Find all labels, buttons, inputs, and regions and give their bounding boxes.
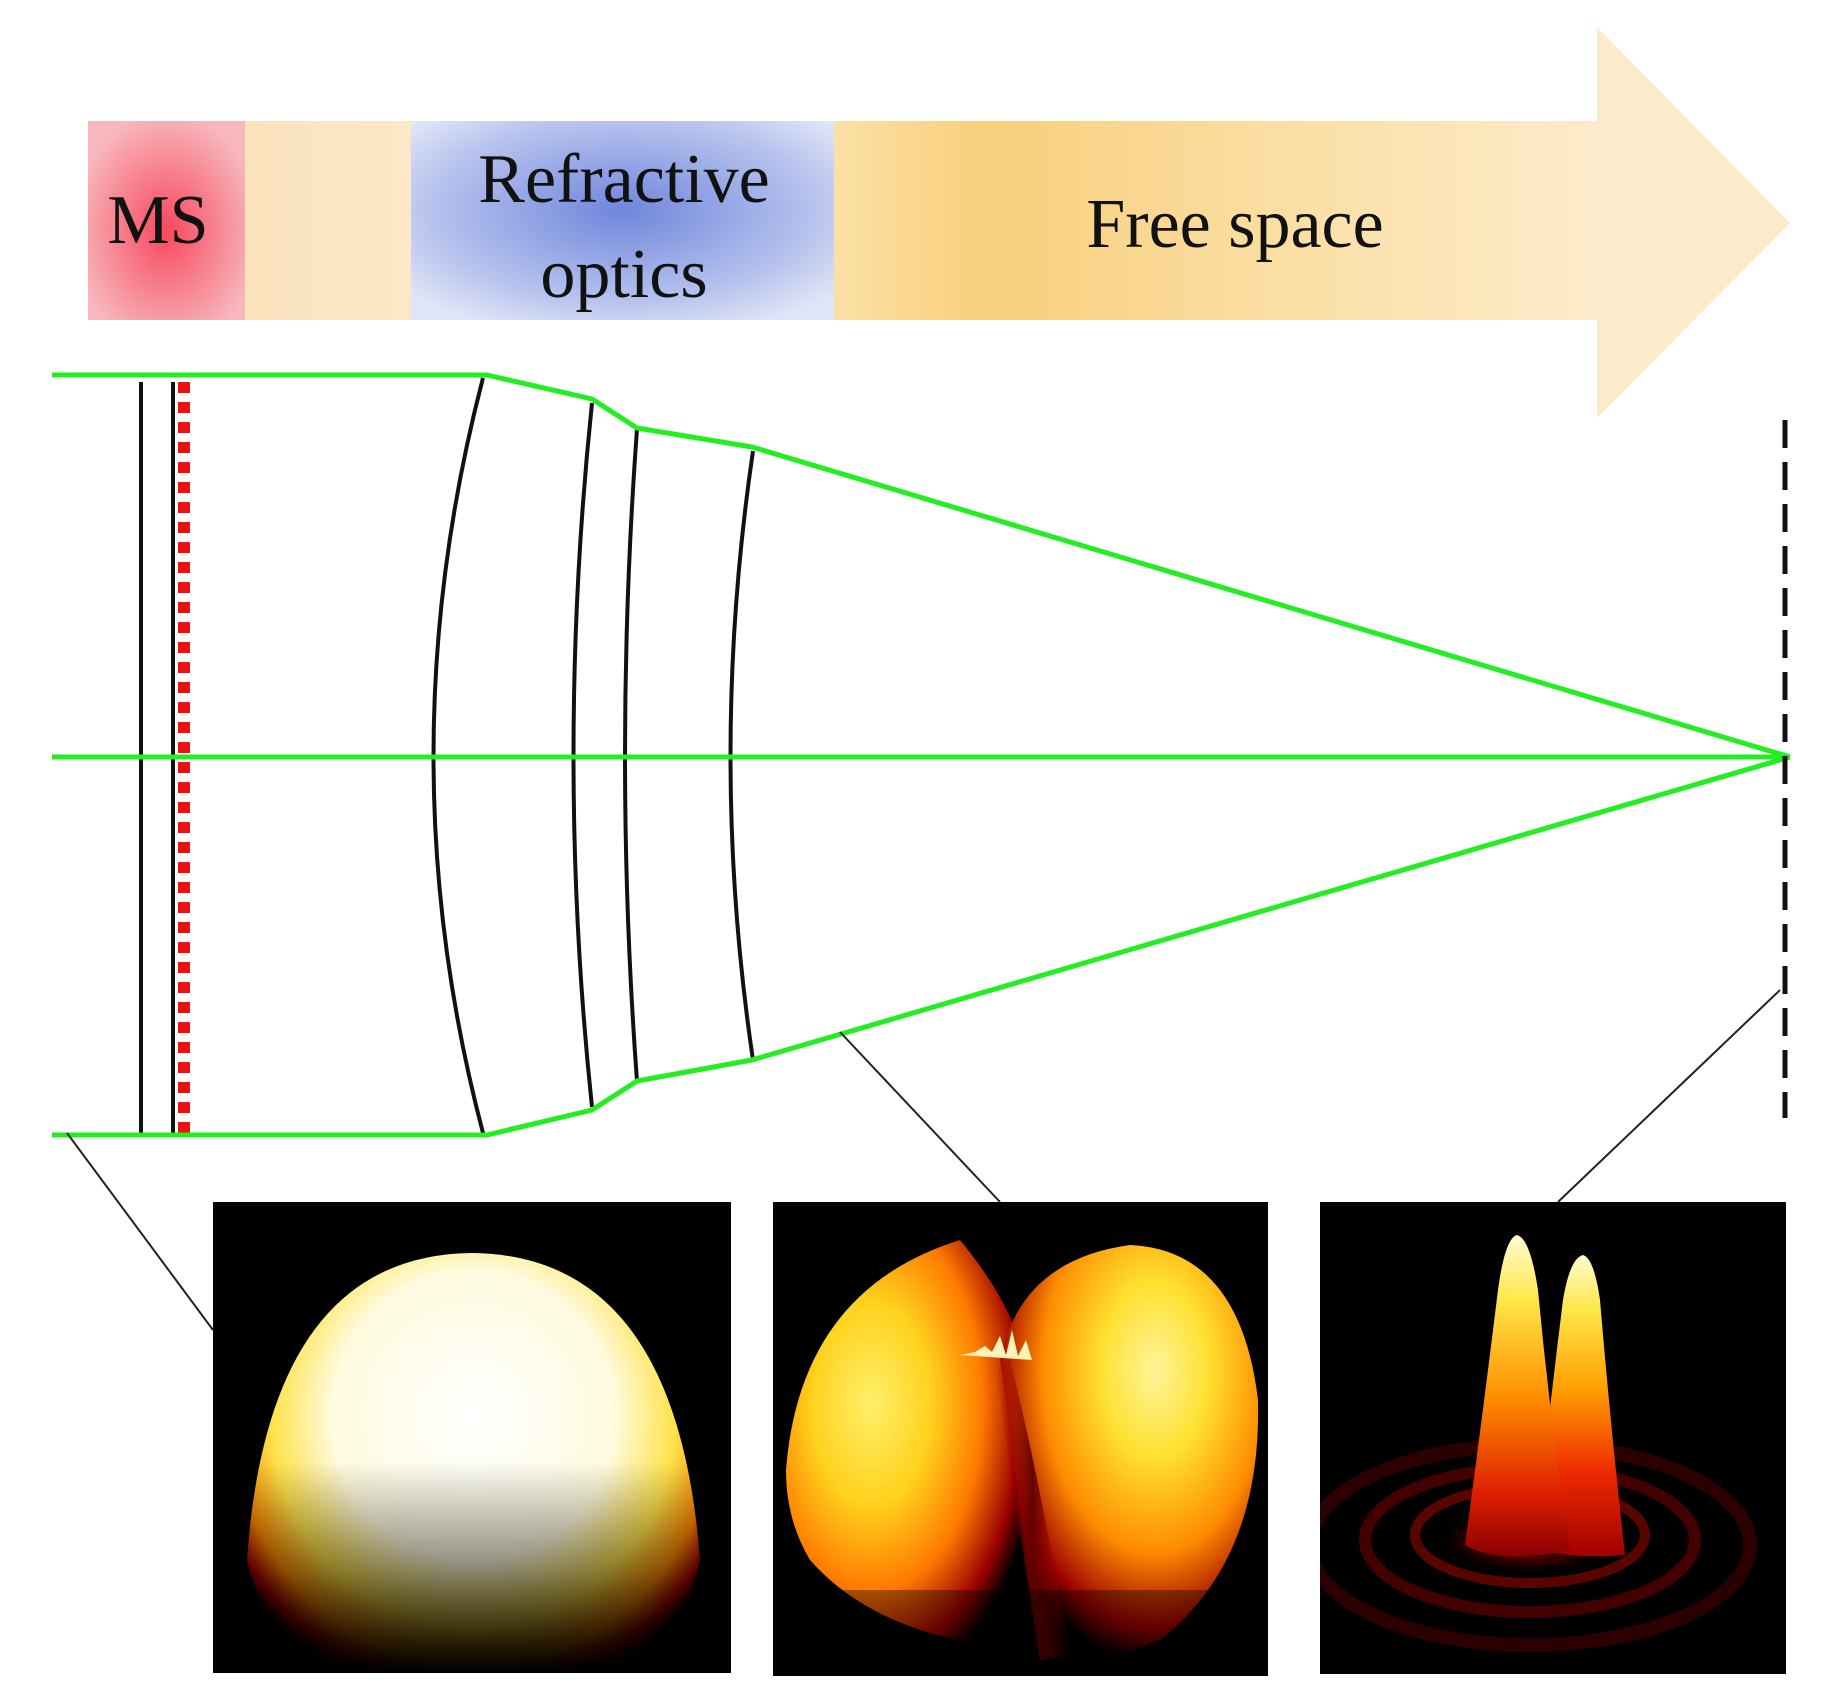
lobe-right	[1000, 1245, 1259, 1663]
banner-segment-free-space	[834, 121, 1597, 320]
leader-lines	[66, 989, 1781, 1331]
leader-line-intermediate	[839, 1031, 1001, 1203]
label-optics: optics	[540, 236, 707, 313]
banner-segment-refractive	[411, 121, 834, 320]
rays	[52, 372, 1791, 1138]
dome-shadow	[213, 1202, 731, 1673]
panel-focal-field	[1320, 1202, 1786, 1674]
panel-input-field	[213, 1202, 731, 1673]
label-refractive: Refractive	[478, 141, 769, 218]
label-ms: MS	[107, 182, 208, 259]
singularity-cut	[995, 1360, 1070, 1660]
leader-line-focal	[1557, 989, 1781, 1203]
label-free-space: Free space	[1086, 186, 1383, 263]
singularity-spike	[960, 1330, 1032, 1360]
marginal-ray-top	[52, 372, 1791, 760]
ray-diagram	[52, 372, 1791, 1331]
lobe-left	[786, 1240, 1030, 1650]
leader-line-input	[66, 1132, 214, 1331]
banner-segment-gap	[245, 121, 411, 320]
peak-left	[1465, 1235, 1570, 1557]
marginal-ray-bottom	[52, 754, 1791, 1138]
panel-intermediate-vignette	[773, 1590, 1268, 1676]
panel-intermediate-field	[773, 1202, 1268, 1676]
banner-segment-ms	[88, 121, 245, 320]
banner-arrow: MS Refractive optics Free space	[88, 27, 1790, 418]
